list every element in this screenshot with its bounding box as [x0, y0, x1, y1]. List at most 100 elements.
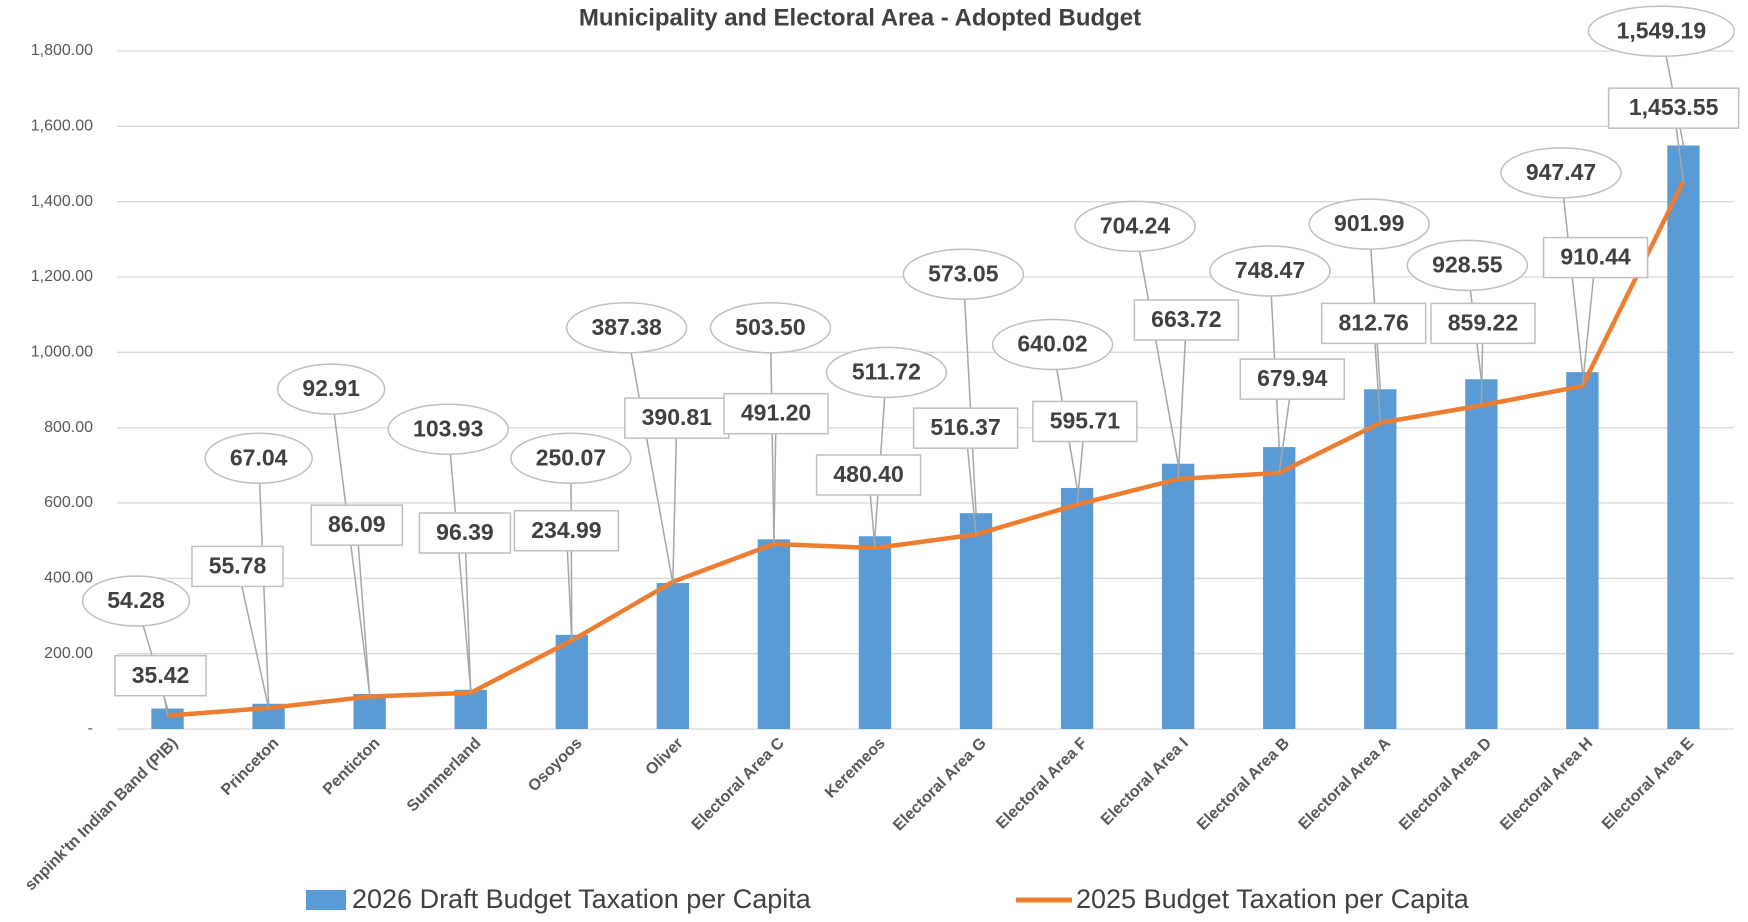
label-box: [624, 397, 730, 439]
label-bubble: [276, 363, 386, 415]
data-label: 92.91: [302, 375, 360, 401]
legend-label: 2026 Draft Budget Taxation per Capita: [352, 884, 812, 914]
data-label: 67.04: [230, 444, 288, 470]
leader-line: [1581, 257, 1597, 387]
leader-line: [1177, 319, 1188, 480]
data-label: 928.55: [1432, 251, 1503, 277]
data-label: 812.76: [1339, 309, 1409, 335]
bar: [1465, 379, 1498, 729]
y-tick-label: 200.00: [44, 645, 93, 662]
data-label: 55.78: [209, 552, 267, 578]
label-bubble: [81, 575, 191, 627]
data-label: 901.99: [1334, 210, 1404, 236]
leader-line: [236, 566, 270, 709]
label-bubble: [1406, 239, 1529, 292]
x-tick-label: snpink'tn Indian Band (PIB): [22, 735, 181, 894]
y-tick-label: 1,000.00: [31, 344, 93, 361]
x-tick-label: Oliver: [643, 735, 687, 779]
data-label: 516.37: [930, 414, 1000, 440]
x-tick-label: Electoral Area E: [1599, 735, 1698, 834]
label-box: [1542, 236, 1649, 279]
bar: [1263, 447, 1296, 729]
x-tick-group: Electoral Area G: [890, 735, 990, 835]
label-box: [912, 407, 1019, 449]
label-bubble: [1308, 198, 1430, 250]
x-tick-group: Summerland: [404, 735, 485, 816]
data-label: 679.94: [1257, 365, 1328, 391]
data-label: 595.71: [1050, 408, 1121, 434]
legend-swatch: [306, 890, 346, 910]
chart-title: Municipality and Electoral Area - Adopte…: [579, 4, 1141, 31]
leader-line: [1134, 226, 1179, 464]
data-label: 859.22: [1448, 309, 1518, 335]
bar: [757, 539, 791, 729]
label-box: [1430, 302, 1536, 345]
label-box: [723, 392, 829, 435]
x-tick-group: Princeton: [218, 735, 282, 799]
leader-line: [672, 418, 678, 582]
x-tick-group: Electoral Area H: [1497, 735, 1596, 834]
y-tick-label: 1,800.00: [31, 42, 93, 59]
x-tick-group: Electoral Area D: [1396, 735, 1495, 834]
label-bubble: [510, 432, 632, 485]
x-tick-label: Electoral Area G: [890, 735, 990, 835]
bar: [1667, 145, 1700, 729]
leader-line: [625, 327, 674, 584]
x-tick-label: Osoyoos: [525, 735, 586, 796]
label-bubble: [1209, 245, 1331, 297]
label-box: [513, 509, 620, 552]
x-tick-label: Princeton: [218, 735, 282, 799]
bar: [1060, 487, 1094, 729]
label-bubble: [387, 403, 509, 456]
x-tick-group: Electoral Area E: [1599, 735, 1698, 834]
data-label: 573.05: [928, 260, 999, 286]
x-tick-label: Electoral Area B: [1194, 735, 1293, 834]
x-tick-group: Electoral Area C: [689, 734, 788, 833]
y-tick-label: -: [88, 720, 93, 737]
x-tick-label: Keremeos: [822, 735, 889, 802]
label-box: [1320, 302, 1427, 345]
leader-line: [773, 413, 777, 544]
data-label: 1,453.55: [1629, 94, 1719, 120]
label-box: [815, 454, 922, 496]
label-box: [310, 504, 404, 546]
data-label: 35.42: [132, 662, 190, 688]
bar: [454, 689, 487, 729]
label-bubble: [204, 432, 313, 485]
data-label: 640.02: [1017, 331, 1087, 357]
x-tick-label: Electoral Area H: [1497, 735, 1596, 834]
label-box: [1032, 400, 1138, 443]
data-label: 947.47: [1526, 159, 1596, 185]
bar: [1566, 372, 1599, 729]
data-label: 103.93: [413, 415, 483, 441]
y-tick-label: 600.00: [44, 494, 93, 511]
data-label: 910.44: [1560, 244, 1631, 270]
data-label: 480.40: [833, 461, 903, 487]
data-label: 491.20: [741, 400, 811, 426]
label-box: [191, 545, 284, 588]
bar: [555, 634, 588, 729]
y-tick-label: 800.00: [44, 419, 93, 436]
label-box: [1239, 358, 1346, 400]
x-tick-label: Electoral Area F: [993, 735, 1091, 833]
data-label: 748.47: [1235, 257, 1305, 283]
leader-line: [962, 274, 977, 514]
x-tick-group: Electoral Area I: [1098, 735, 1192, 829]
bar: [656, 583, 690, 729]
bar: [858, 536, 892, 729]
bar: [1161, 463, 1195, 729]
label-bubble: [991, 318, 1114, 371]
label-box: [1607, 87, 1740, 129]
leader-line: [464, 532, 472, 693]
x-tick-label: Summerland: [404, 735, 485, 816]
bar: [959, 513, 993, 729]
x-tick-group: Electoral Area A: [1296, 734, 1395, 833]
label-bubble: [1587, 5, 1736, 57]
leader-line: [356, 525, 371, 697]
data-label: 390.81: [642, 404, 713, 430]
data-label: 250.07: [536, 444, 606, 470]
x-tick-label: Electoral Area A: [1296, 734, 1395, 833]
line: [167, 180, 1686, 718]
data-label: 234.99: [531, 517, 601, 543]
data-label: 503.50: [735, 314, 805, 340]
